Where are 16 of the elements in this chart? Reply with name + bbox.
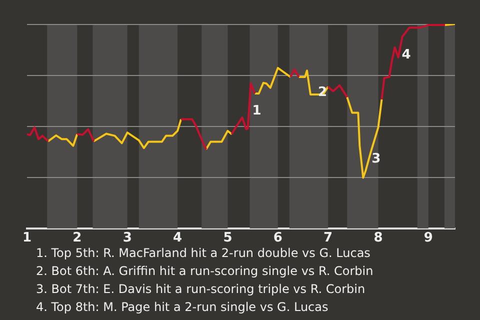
x-tick-label: 8 (374, 230, 383, 246)
text: 3. Bot 7th: E. Davis hit a run-scoring triple vs R. Corbin (36, 281, 366, 298)
x-tick-label: 6 (273, 230, 282, 246)
annotation: 3 (372, 151, 381, 166)
x-tick-label: 2 (72, 230, 82, 246)
text: 4. Top 8th: M. Page hit a 2-run single vs G. Lucas (36, 299, 330, 316)
annotation: 4 (402, 48, 411, 63)
x-tick-label: 5 (223, 230, 232, 246)
text: 2. Bot 6th: A. Griffin hit a run-scoring single vs R. Corbin (36, 263, 374, 280)
x-tick-label: 9 (424, 230, 433, 246)
x-tick-label: 4 (173, 230, 182, 246)
x-tick-label: 1 (22, 230, 32, 246)
x-tick-label: 7 (324, 230, 333, 246)
annotation: 1 (252, 104, 262, 119)
text: 1. Top 5th: R. MacFarland hit a 2-run double vs G. Lucas (36, 245, 372, 262)
x-tick-label: 3 (122, 230, 132, 246)
